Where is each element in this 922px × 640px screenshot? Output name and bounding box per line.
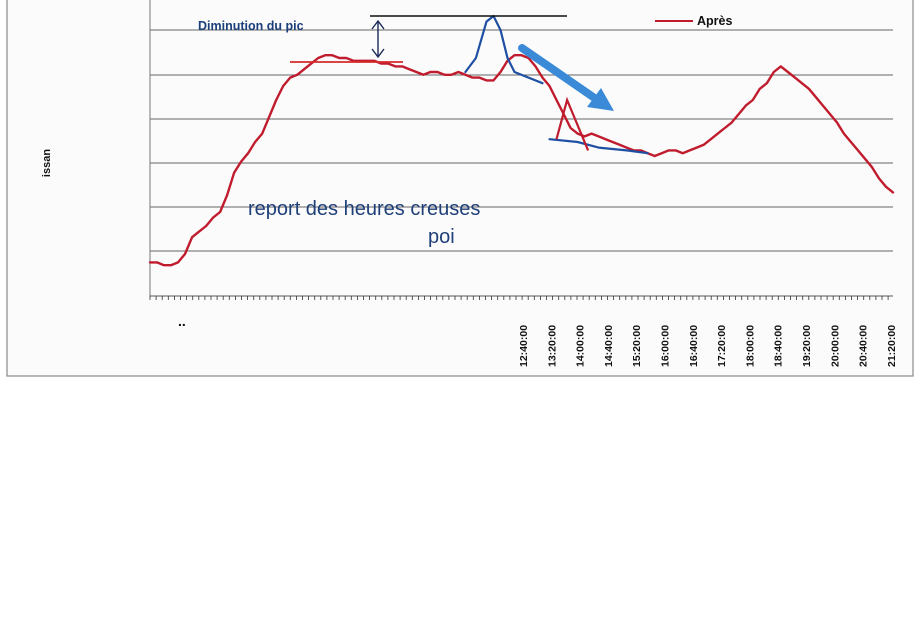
series-spike-apres: [555, 96, 590, 151]
peak-decrease-label: Diminution du pic: [198, 19, 304, 33]
chart-border: [6, 0, 914, 377]
x-tick-label: 16:00:00: [660, 325, 672, 367]
x-tick-label: 14:00:00: [575, 325, 587, 367]
x-tick-label: 13:20:00: [546, 325, 558, 367]
off-peak-label: report des heures creuses: [248, 198, 480, 220]
series-line-avant-2: [548, 138, 649, 155]
legend-label-apres: Après: [697, 14, 732, 28]
fragment-label: poi: [428, 226, 455, 248]
x-tick-label: 15:20:00: [631, 325, 643, 367]
x-tick-labels: 12:40:00 13:20:00 14:00:00 14:40:00 15:20:00…: [518, 325, 898, 367]
y-axis-label: issan: [41, 149, 53, 177]
shift-arrow-icon: [518, 44, 614, 111]
series-line-avant-1: [464, 14, 544, 85]
peak-decrease-arrowhead-top: [371, 19, 385, 30]
x-tick-label: 12:40:00: [518, 325, 530, 367]
series-line-apres: [148, 54, 895, 267]
x-tick-label: 20:40:00: [858, 325, 870, 367]
x-tick-label: 17:20:00: [716, 325, 728, 367]
x-tick-label: 16:40:00: [688, 325, 700, 367]
x-tick-label: 21:20:00: [886, 325, 898, 367]
x-tick-label: 18:00:00: [744, 325, 756, 367]
x-tick-label: 18:40:00: [773, 325, 785, 367]
x-tick-label: 14:40:00: [603, 325, 615, 367]
series-layer: [148, 14, 895, 267]
x-tick-label: 20:00:00: [829, 325, 841, 367]
dots-mark: ..: [178, 313, 186, 329]
x-minor-ticks: [149, 296, 889, 300]
x-tick-label: 19:20:00: [801, 325, 813, 367]
gridlines: [150, 29, 893, 252]
peak-decrease-arrowhead-bottom: [371, 48, 385, 59]
legend: Après: [655, 14, 732, 28]
